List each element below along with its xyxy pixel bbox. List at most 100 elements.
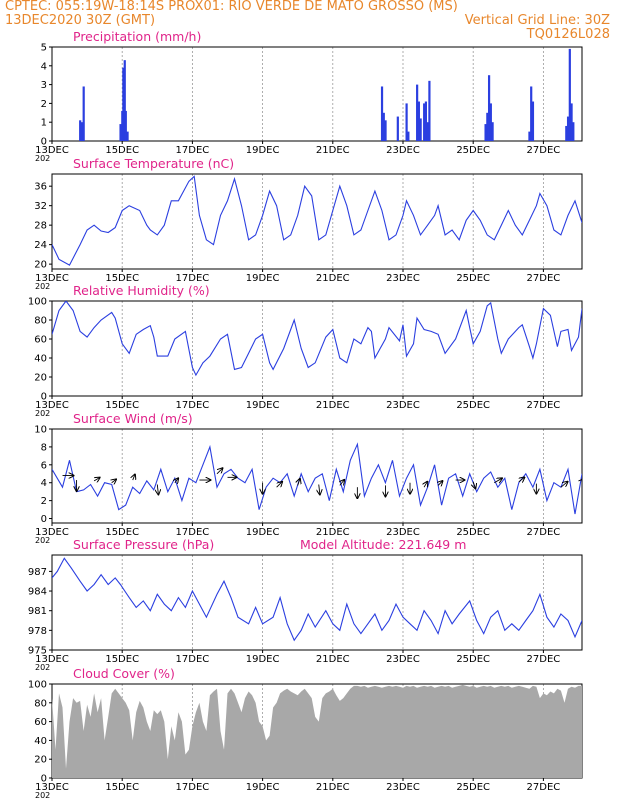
precip-bar-11 <box>384 120 387 141</box>
x-tick-label: 21DEC <box>316 400 350 411</box>
y-tick-label: 80 <box>34 316 47 327</box>
x-tick-label: 13DEC <box>35 527 69 538</box>
y-tick-label: 987 <box>28 567 47 578</box>
header-date-line: 13DEC2020 30Z (GMT) <box>5 13 156 28</box>
series-rh <box>52 301 582 377</box>
precip-bar-30 <box>565 125 568 141</box>
precip-bar-22 <box>484 124 487 141</box>
series-pres <box>52 557 582 642</box>
y-tick-label: 100 <box>28 680 47 691</box>
wind-series-line <box>52 442 582 515</box>
y-tick-label: 80 <box>34 698 47 709</box>
precip-bar-14 <box>407 131 410 141</box>
series-wind <box>52 442 582 515</box>
precip-bar-2 <box>82 86 85 141</box>
panel-subtitle-pres: Model Altitude: 221.649 m <box>300 537 466 552</box>
x-tick-label: 15DEC <box>105 782 139 793</box>
x-tick-label: 23DEC <box>386 400 420 411</box>
y-tick-label: 100 <box>28 297 47 308</box>
y-tick-label: 4 <box>41 61 47 72</box>
y-tick-label: 24 <box>34 240 47 251</box>
wind-vector-8 <box>216 468 223 475</box>
wind-vector-19 <box>438 481 442 485</box>
x-tick-label: 25DEC <box>456 654 490 665</box>
precip-bar-9 <box>380 86 384 141</box>
x-year-fragment: 202 <box>35 282 50 291</box>
x-tick-label: 13DEC <box>35 145 69 156</box>
wind-vector-14 <box>340 480 344 486</box>
y-tick-label: 40 <box>34 354 47 365</box>
header-model-code: TQ0126L028 <box>526 27 610 42</box>
x-tick-label: 17DEC <box>176 527 210 538</box>
x-tick-label: 15DEC <box>105 273 139 284</box>
wind-vector-26 <box>578 479 582 482</box>
y-tick-label: 0 <box>41 514 47 525</box>
panel-title-rh: Relative Humidity (%) <box>73 283 210 298</box>
precip-bar-7 <box>124 110 127 141</box>
y-tick-label: 975 <box>28 646 47 657</box>
x-tick-label: 25DEC <box>456 273 490 284</box>
precip-bar-8 <box>126 131 129 141</box>
header-grid-line: Vertical Grid Line: 30Z <box>464 13 610 28</box>
x-tick-label: 19DEC <box>246 527 280 538</box>
header-station-line: CPTEC: 055:19W-18:14S PROX01: RIO VERDE … <box>5 0 458 14</box>
x-tick-label: 23DEC <box>386 654 420 665</box>
wind-vector-23 <box>518 477 525 481</box>
precip-bar-28 <box>530 86 533 141</box>
series-cloud <box>52 684 582 778</box>
x-tick-label: 25DEC <box>456 145 490 156</box>
precip-bar-25 <box>489 103 492 141</box>
y-tick-label: 40 <box>34 736 47 747</box>
x-year-fragment: 202 <box>35 663 50 672</box>
x-tick-label: 21DEC <box>316 782 350 793</box>
precip-bar-31 <box>566 116 570 141</box>
precip-bar-17 <box>419 118 422 141</box>
wind-vector-18 <box>424 482 427 488</box>
precip-bar-1 <box>80 122 84 141</box>
y-tick-label: 3 <box>41 80 47 91</box>
panel-precip: 0 1 2 3 4 5 13DEC 15DEC 17DEC 19DEC 21DEC 23DEC 25DE… <box>35 29 583 163</box>
y-tick-label: 20 <box>34 373 47 384</box>
y-tick-label: 0 <box>41 392 47 403</box>
precip-bar-19 <box>424 101 428 141</box>
precip-bar-27 <box>528 131 531 141</box>
precip-bar-6 <box>123 60 126 141</box>
x-tick-label: 19DEC <box>246 400 280 411</box>
precip-bar-33 <box>570 103 573 141</box>
x-tick-label: 25DEC <box>456 400 490 411</box>
wind-vector-13 <box>319 484 320 495</box>
x-year-fragment: 202 <box>35 409 50 418</box>
x-tick-label: 19DEC <box>246 273 280 284</box>
y-tick-label: 0 <box>41 774 47 785</box>
x-tick-label: 27DEC <box>527 654 561 665</box>
x-tick-label: 17DEC <box>176 654 210 665</box>
precip-bar-12 <box>396 116 399 141</box>
wind-vector-12 <box>298 479 300 486</box>
x-tick-label: 13DEC <box>35 654 69 665</box>
precip-bar-21 <box>428 80 431 141</box>
y-tick-label: 60 <box>34 335 47 346</box>
x-tick-label: 15DEC <box>105 527 139 538</box>
x-year-fragment: 202 <box>35 791 50 800</box>
y-tick-label: 6 <box>41 460 47 471</box>
x-tick-label: 15DEC <box>105 654 139 665</box>
x-tick-label: 27DEC <box>527 527 561 538</box>
panel-title-temp: Surface Temperature (nC) <box>73 156 234 171</box>
panel-title-pres: Surface Pressure (hPa) <box>73 537 214 552</box>
y-tick-label: 8 <box>41 442 47 453</box>
precip-bar-20 <box>426 122 429 141</box>
y-tick-label: 32 <box>34 201 47 212</box>
precip-bar-24 <box>487 75 491 141</box>
temp-series-line <box>52 175 582 266</box>
y-tick-label: 20 <box>34 260 47 271</box>
panel-frame <box>51 428 583 524</box>
x-tick-label: 27DEC <box>527 273 561 284</box>
y-tick-label: 981 <box>28 606 47 617</box>
x-tick-label: 15DEC <box>105 145 139 156</box>
y-tick-label: 20 <box>34 755 47 766</box>
panel-title-cloud: Cloud Cover (%) <box>73 666 175 681</box>
y-tick-label: 2 <box>41 496 47 507</box>
x-tick-label: 15DEC <box>105 400 139 411</box>
y-tick-label: 0 <box>41 137 47 148</box>
x-tick-label: 27DEC <box>527 400 561 411</box>
